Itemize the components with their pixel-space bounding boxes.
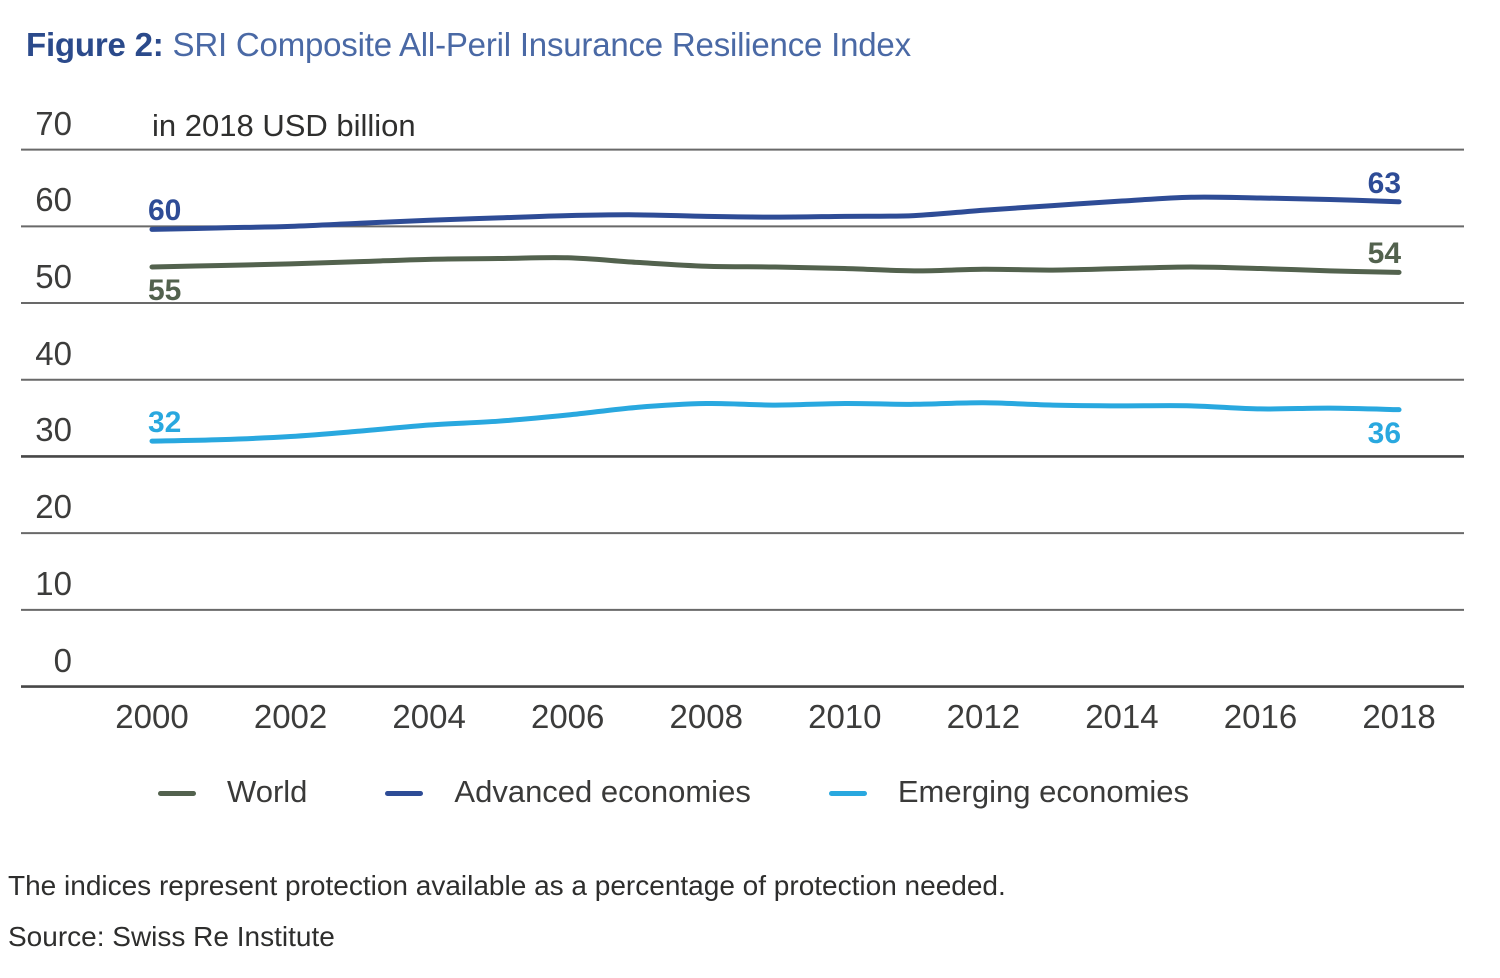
series-line-world (149, 255, 1402, 275)
figure-title-text: SRI Composite All-Peril Insurance Resili… (172, 26, 912, 63)
value-label-world-2000: 55 (148, 273, 182, 307)
legend-label: World (227, 774, 308, 809)
source-text: Source: Swiss Re Institute (8, 921, 335, 952)
emerging-economies-line-swatch (828, 791, 867, 796)
x-tick-label-2000: 2000 (115, 698, 189, 735)
y-axis-unit-label: in 2018 USD billion (152, 108, 416, 143)
legend-item-world: World (158, 774, 307, 810)
value-label-emerging-economies-2018: 36 (1367, 416, 1402, 450)
figure-title: Figure 2: SRI Composite All-Peril Insura… (26, 26, 911, 64)
x-tick-label-2018: 2018 (1362, 698, 1436, 735)
y-tick-label-70: 70 (35, 104, 72, 142)
value-label-emerging-economies-2000: 32 (148, 406, 182, 440)
world-line-swatch (158, 791, 196, 796)
advanced-economies-line-swatch (385, 791, 424, 796)
x-tick-label-2010: 2010 (808, 698, 882, 735)
x-tick-label-2016: 2016 (1223, 698, 1298, 735)
legend: World Advanced economies Emerging econom… (158, 774, 1189, 810)
legend-item-emerging-economies: Emerging economies (828, 774, 1190, 810)
y-tick-label-10: 10 (35, 564, 72, 602)
x-tick-label-2002: 2002 (253, 698, 328, 735)
figure-label: Figure 2: (26, 26, 164, 63)
value-label-world-2018: 54 (1367, 237, 1402, 271)
x-tick-label-2006: 2006 (530, 698, 605, 735)
legend-label: Emerging economies (897, 774, 1190, 809)
series-line-emerging-economies (149, 400, 1402, 444)
legend-item-advanced-economies: Advanced economies (385, 774, 751, 810)
y-tick-label-30: 30 (35, 411, 72, 449)
y-tick-label-50: 50 (35, 258, 72, 296)
value-label-advanced-economies-2000: 60 (148, 194, 182, 228)
value-label-advanced-economies-2018: 63 (1367, 166, 1402, 200)
x-tick-label-2008: 2008 (669, 698, 743, 735)
x-tick-label-2014: 2014 (1085, 698, 1159, 735)
x-tick-label-2004: 2004 (392, 698, 466, 735)
legend-label: Advanced economies (454, 774, 751, 809)
series-line-advanced-economies (149, 194, 1402, 232)
footnote-text: The indices represent protection availab… (8, 870, 1006, 901)
y-tick-label-60: 60 (35, 181, 72, 219)
y-tick-label-20: 20 (35, 488, 72, 526)
x-tick-label-2012: 2012 (946, 698, 1021, 735)
y-tick-label-0: 0 (53, 641, 72, 679)
y-tick-label-40: 40 (35, 334, 72, 372)
